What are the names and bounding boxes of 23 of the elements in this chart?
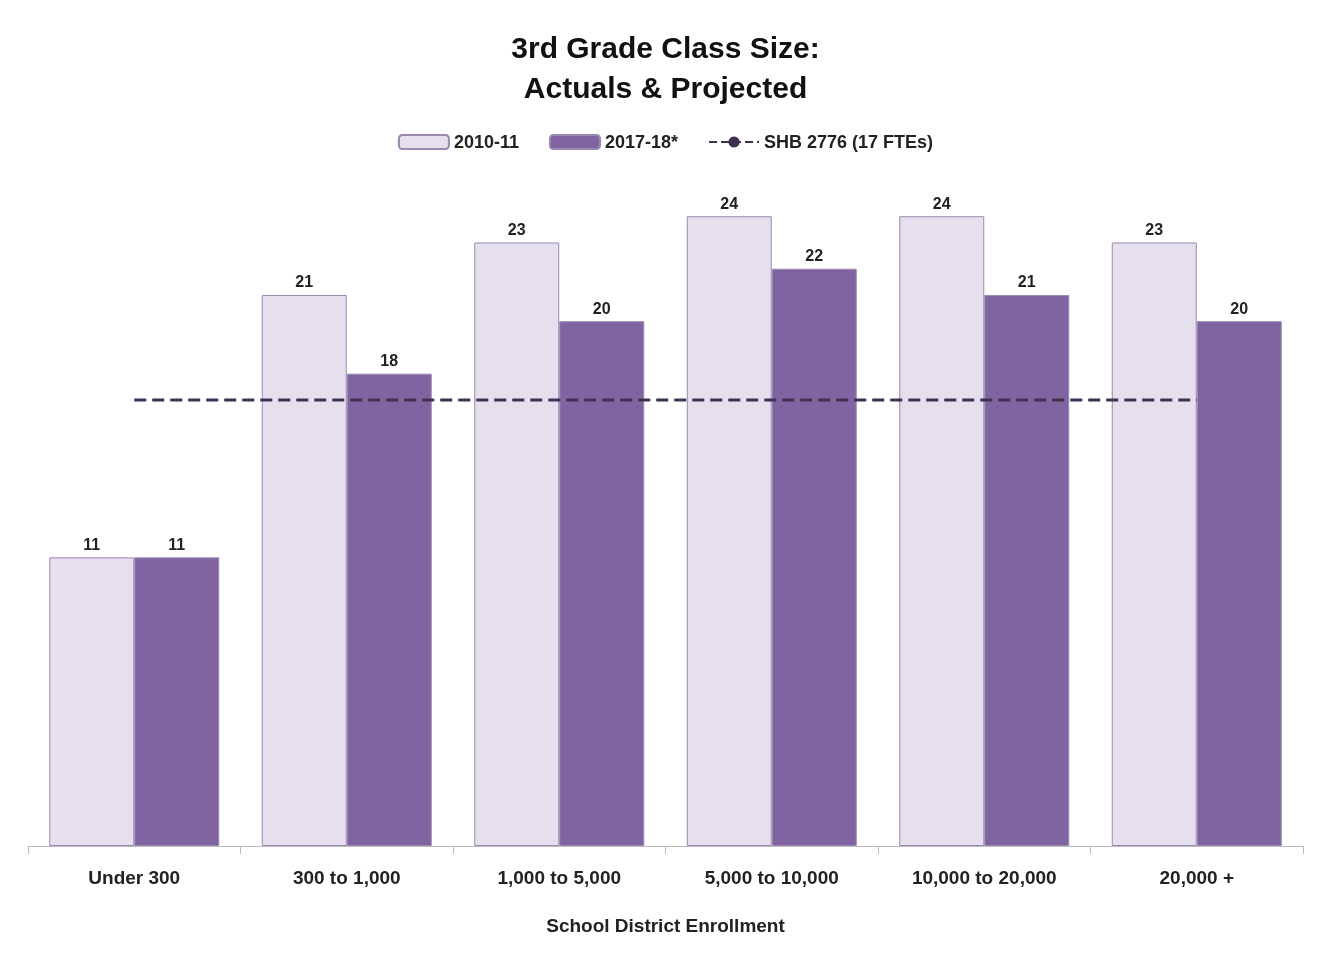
data-label: 11 (168, 535, 186, 553)
x-tick-label: 300 to 1,000 (292, 867, 401, 888)
x-tick-label: 1,000 to 5,000 (497, 867, 622, 888)
data-label: 20 (1230, 299, 1249, 317)
x-tick-label: 10,000 to 20,000 (911, 867, 1057, 888)
x-tick-label: 5,000 to 10,000 (704, 867, 839, 888)
data-label: 23 (1145, 220, 1164, 238)
legend-label: 2010-11 (453, 132, 519, 152)
x-axis-title: School District Enrollment (546, 915, 786, 936)
data-label: 24 (720, 194, 739, 212)
legend-label: 2017-18* (604, 132, 679, 152)
chart-title: 3rd Grade Class Size: Actuals & Projected (511, 30, 820, 104)
legend-label: SHB 2776 (17 FTEs) (764, 132, 934, 152)
data-label: 21 (1017, 273, 1036, 291)
data-label: 24 (932, 194, 951, 212)
x-tick-label: 20,000 + (1159, 867, 1234, 888)
x-tick-label: Under 300 (88, 867, 181, 888)
data-label: 21 (295, 273, 314, 291)
data-label: 22 (805, 247, 824, 265)
data-label: 18 (380, 352, 399, 370)
data-label: 20 (592, 299, 611, 317)
data-label: 11 (83, 535, 101, 553)
data-label: 23 (507, 220, 526, 238)
